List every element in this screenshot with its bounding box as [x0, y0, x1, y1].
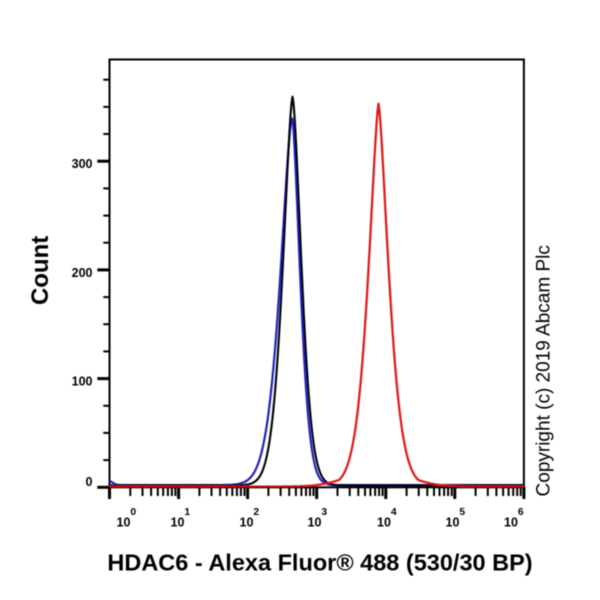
- svg-text:10: 10: [446, 516, 460, 530]
- svg-text:10: 10: [171, 516, 185, 530]
- svg-text:10: 10: [240, 516, 254, 530]
- svg-text:300: 300: [72, 157, 93, 171]
- svg-text:10: 10: [504, 516, 518, 530]
- svg-text:200: 200: [72, 266, 93, 280]
- svg-text:3: 3: [321, 507, 327, 518]
- svg-text:10: 10: [377, 516, 391, 530]
- svg-text:0: 0: [86, 475, 93, 489]
- svg-text:100: 100: [72, 375, 93, 389]
- svg-text:2: 2: [253, 507, 259, 518]
- svg-text:10: 10: [308, 516, 322, 530]
- svg-text:1: 1: [184, 507, 190, 518]
- svg-text:10: 10: [117, 516, 131, 530]
- svg-text:5: 5: [459, 507, 465, 518]
- svg-text:6: 6: [518, 507, 524, 518]
- svg-text:Count: Count: [27, 236, 54, 305]
- svg-text:0: 0: [130, 507, 136, 518]
- svg-text:HDAC6 - Alexa Fluor® 488 (530/: HDAC6 - Alexa Fluor® 488 (530/30 BP): [107, 550, 532, 576]
- svg-text:Copyright (c) 2019 Abcam Plc: Copyright (c) 2019 Abcam Plc: [534, 245, 555, 496]
- svg-text:4: 4: [391, 507, 397, 518]
